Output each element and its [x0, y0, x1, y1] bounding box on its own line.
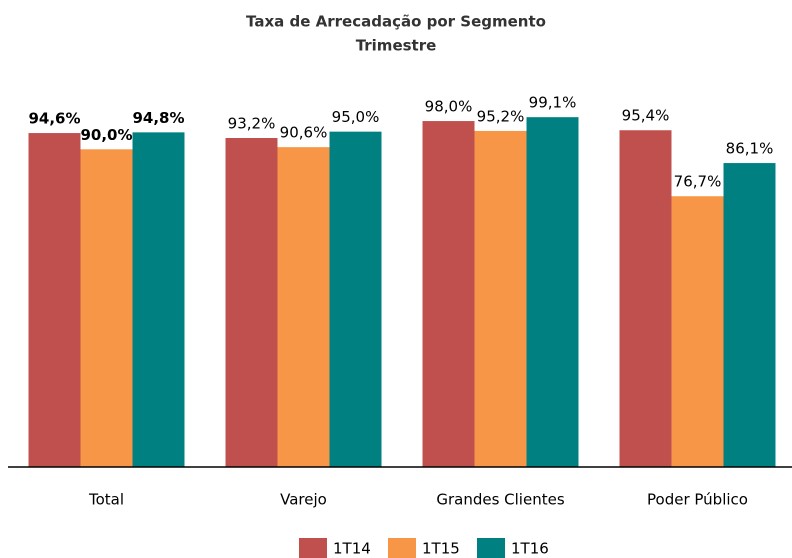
- value-label: 76,7%: [674, 173, 722, 191]
- bar: [671, 196, 724, 467]
- value-label: 99,1%: [529, 94, 577, 112]
- legend-swatch: [388, 538, 416, 558]
- bar: [526, 117, 579, 467]
- value-label: 98,0%: [425, 98, 473, 116]
- value-label: 86,1%: [726, 140, 774, 158]
- legend-label: 1T16: [511, 540, 549, 558]
- value-label: 94,8%: [132, 109, 184, 127]
- legend-swatch: [299, 538, 327, 558]
- bar: [277, 147, 330, 467]
- x-tick-label: Varejo: [280, 491, 327, 509]
- bar: [80, 149, 133, 468]
- chart-title: Taxa de Arrecadação por Segmento: [246, 13, 546, 31]
- value-label: 94,6%: [28, 110, 80, 128]
- legend-label: 1T15: [422, 540, 460, 558]
- x-tick-label: Grandes Clientes: [436, 491, 564, 509]
- legend-label: 1T14: [333, 540, 371, 558]
- value-label: 95,2%: [477, 107, 525, 125]
- x-tick-label: Poder Público: [647, 491, 748, 509]
- value-label: 90,6%: [280, 124, 328, 142]
- bar: [132, 132, 185, 467]
- bar: [28, 133, 81, 467]
- value-label: 95,0%: [332, 108, 380, 126]
- x-tick-label: Total: [88, 491, 124, 509]
- value-label: 95,4%: [622, 107, 670, 125]
- bar: [619, 130, 672, 467]
- bar: [474, 130, 527, 467]
- chart-subtitle: Trimestre: [356, 37, 437, 55]
- value-label: 90,0%: [80, 126, 132, 144]
- bar: [422, 121, 475, 467]
- bar: [225, 138, 278, 467]
- bar: [329, 131, 382, 467]
- value-label: 93,2%: [228, 115, 276, 133]
- bar: [723, 163, 776, 467]
- legend-swatch: [477, 538, 505, 558]
